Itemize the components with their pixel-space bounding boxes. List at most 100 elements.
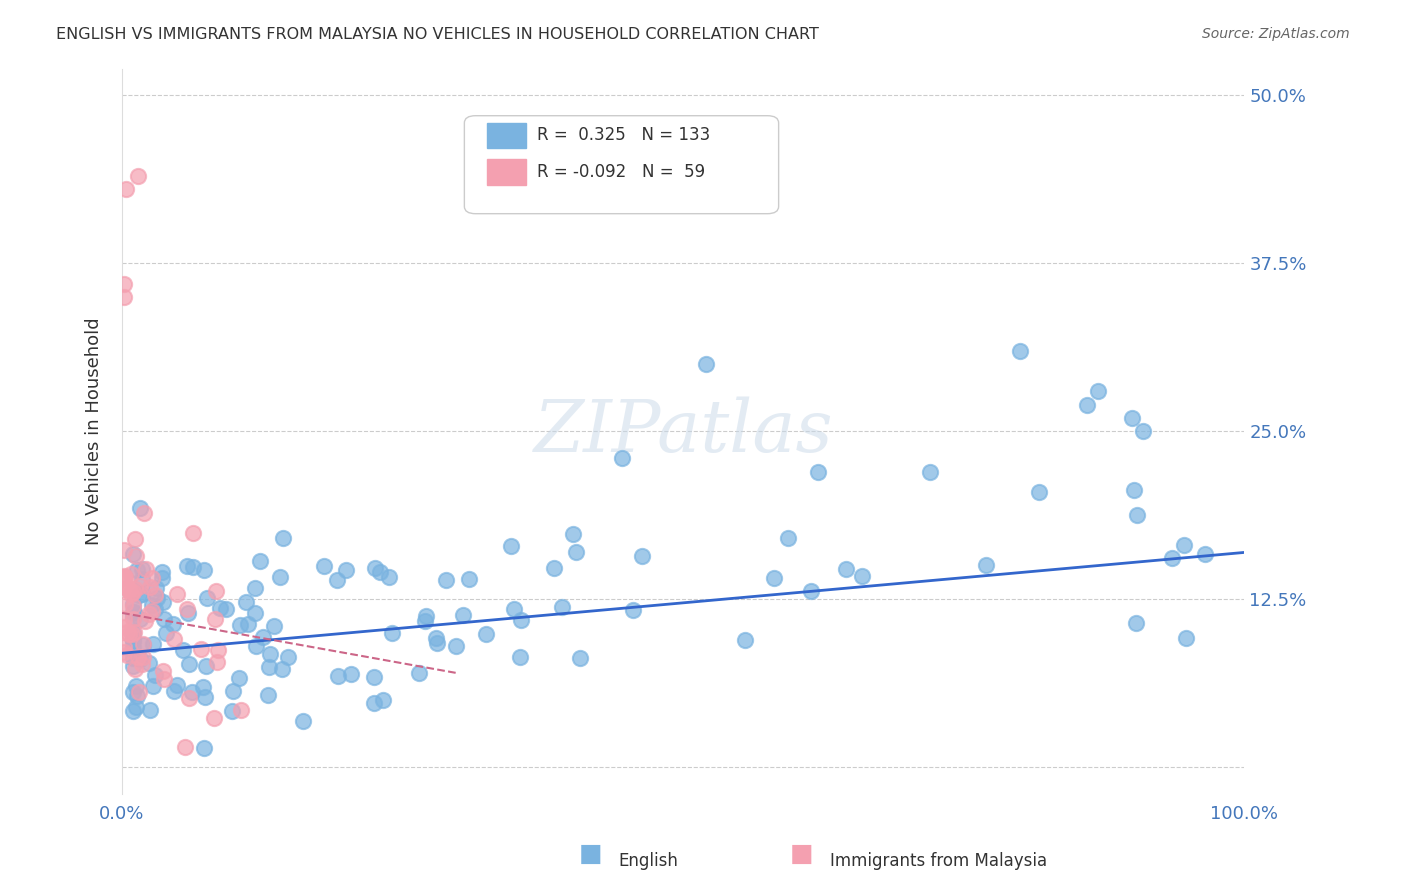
Point xyxy=(117,583,139,598)
Point xyxy=(458,572,481,586)
Point xyxy=(152,664,174,678)
Point xyxy=(413,614,436,628)
Point xyxy=(115,182,138,196)
Point xyxy=(1087,384,1109,398)
Point xyxy=(249,553,271,567)
Point xyxy=(800,583,823,598)
Point xyxy=(112,290,135,304)
Point xyxy=(214,602,236,616)
Point xyxy=(762,571,785,585)
Point xyxy=(163,632,186,647)
Point xyxy=(204,584,226,599)
Point xyxy=(131,587,153,601)
Point xyxy=(263,619,285,633)
Point xyxy=(340,667,363,681)
Point xyxy=(132,638,155,652)
Point xyxy=(1161,551,1184,566)
Point xyxy=(235,595,257,609)
Point xyxy=(610,450,633,465)
Point xyxy=(163,684,186,698)
Point xyxy=(135,562,157,576)
Point xyxy=(129,652,152,666)
Point xyxy=(112,620,135,634)
Point xyxy=(122,651,145,665)
Point xyxy=(112,645,135,659)
Point xyxy=(162,617,184,632)
Point xyxy=(145,581,167,595)
Point xyxy=(221,704,243,718)
Point xyxy=(974,558,997,572)
Point xyxy=(228,671,250,685)
Point xyxy=(208,601,231,615)
Point xyxy=(229,618,252,632)
Point xyxy=(112,543,135,558)
Point xyxy=(259,647,281,661)
Point xyxy=(122,606,145,620)
Point xyxy=(155,626,177,640)
Point xyxy=(142,679,165,693)
Point xyxy=(124,625,146,640)
Point xyxy=(150,571,173,585)
Point xyxy=(271,531,294,545)
Text: ZIPatlas: ZIPatlas xyxy=(533,396,832,467)
Point xyxy=(166,587,188,601)
Point xyxy=(143,667,166,681)
Point xyxy=(121,584,143,599)
Point xyxy=(509,614,531,628)
Point xyxy=(371,693,394,707)
Point xyxy=(122,704,145,718)
Point xyxy=(562,527,585,541)
Point xyxy=(851,568,873,582)
Point xyxy=(124,700,146,714)
Point xyxy=(363,670,385,684)
Point xyxy=(501,539,523,553)
Point xyxy=(121,627,143,641)
Point xyxy=(138,607,160,621)
Point xyxy=(630,549,652,563)
Point xyxy=(1125,508,1147,522)
Point xyxy=(425,631,447,645)
Point xyxy=(120,567,142,582)
Point xyxy=(368,566,391,580)
Point xyxy=(124,582,146,596)
Point xyxy=(245,640,267,654)
Point xyxy=(776,531,799,545)
Point xyxy=(381,625,404,640)
Point xyxy=(122,634,145,648)
Point xyxy=(153,672,176,686)
Point xyxy=(835,562,858,576)
Point xyxy=(173,740,195,755)
Point xyxy=(475,627,498,641)
Point xyxy=(122,626,145,640)
Point xyxy=(243,581,266,595)
Point xyxy=(138,657,160,671)
Point xyxy=(127,689,149,703)
Point xyxy=(451,608,474,623)
Point xyxy=(1076,398,1098,412)
Point xyxy=(269,570,291,584)
Point xyxy=(114,570,136,584)
Point xyxy=(132,650,155,665)
Point xyxy=(138,580,160,594)
Point xyxy=(415,609,437,624)
Point xyxy=(127,650,149,665)
Point xyxy=(124,549,146,563)
Point xyxy=(202,711,225,725)
Point xyxy=(143,588,166,602)
Point xyxy=(127,169,149,183)
Text: R =  0.325   N = 133: R = 0.325 N = 133 xyxy=(537,127,710,145)
Point xyxy=(176,559,198,574)
Point xyxy=(122,605,145,619)
Point xyxy=(807,465,830,479)
Point xyxy=(181,560,204,574)
Point xyxy=(122,597,145,611)
Bar xyxy=(486,123,526,148)
Point xyxy=(920,465,942,479)
Point xyxy=(177,657,200,671)
Point xyxy=(434,573,457,587)
Point xyxy=(176,602,198,616)
Point xyxy=(378,570,401,584)
Point xyxy=(141,571,163,585)
Bar xyxy=(486,160,526,185)
Point xyxy=(124,532,146,546)
